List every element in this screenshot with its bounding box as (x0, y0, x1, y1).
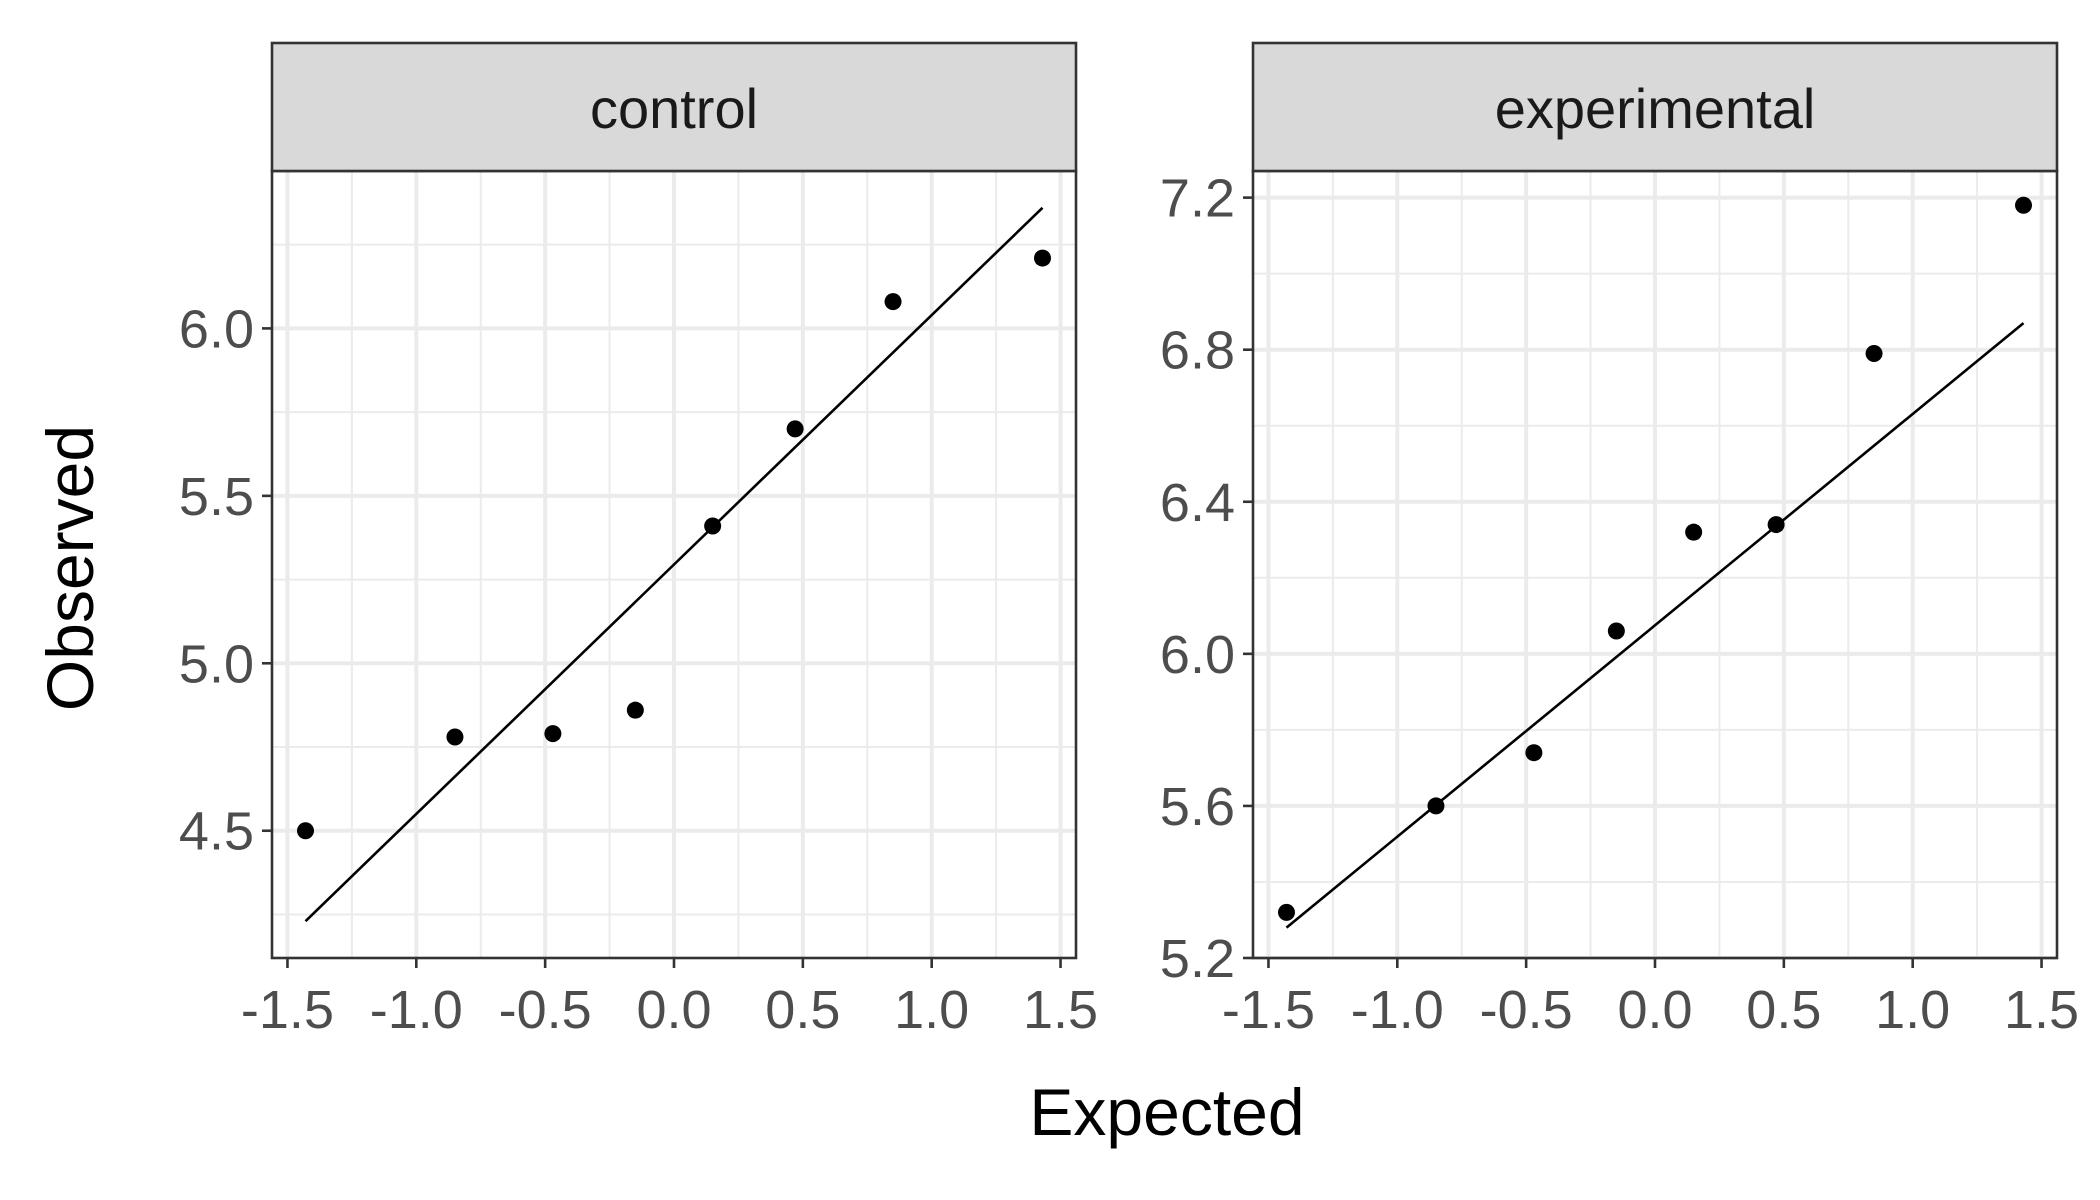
facet-strip (1251, 41, 2059, 173)
data-point (2015, 196, 2032, 214)
y-tick-label: 6.0 (179, 299, 254, 359)
x-tick-label: -0.5 (499, 980, 592, 1040)
y-tick-label: 6.4 (1160, 473, 1235, 533)
data-point (1865, 344, 1883, 362)
x-tick-label: -0.5 (1480, 980, 1573, 1040)
data-point (1607, 622, 1625, 640)
qq-reference-line (304, 206, 1044, 923)
y-tick-label: 7.2 (1160, 169, 1235, 229)
facet-strip (270, 41, 1078, 173)
data-point (1034, 249, 1051, 267)
data-point (1278, 903, 1295, 921)
x-tick-label: 0.0 (1617, 980, 1692, 1040)
x-tick-label: 1.5 (1023, 980, 1098, 1040)
facet-strip-label: control (590, 77, 758, 140)
data-point (626, 701, 644, 719)
x-tick-label: -1.5 (1222, 980, 1315, 1040)
control-facet-panel: control -1.5 -1.0 -0.5 0.0 0.5 1.0 1.5 4.5 5.0 5.5… (179, 41, 1098, 1040)
x-tick-label: 0.5 (1746, 980, 1821, 1040)
y-axis-title: Observed (33, 425, 107, 711)
y-tick-label: 4.5 (179, 802, 254, 862)
x-axis-title: Expected (1029, 1075, 1304, 1149)
x-tick-label: 1.0 (894, 980, 969, 1040)
data-point (544, 725, 562, 743)
x-tick-label: 0.5 (765, 980, 840, 1040)
y-tick-label: 6.0 (1160, 625, 1235, 685)
y-tick-label: 6.8 (1160, 321, 1235, 381)
data-point (884, 293, 902, 311)
x-tick-label: -1.5 (241, 980, 334, 1040)
data-point (1767, 516, 1785, 534)
y-tick-label: 5.6 (1160, 777, 1235, 837)
x-tick-label: 1.5 (2004, 980, 2079, 1040)
y-tick-label: 5.2 (1160, 929, 1235, 989)
y-tick-label: 5.5 (179, 467, 254, 527)
data-point (1427, 797, 1445, 815)
data-point (1525, 744, 1543, 762)
x-tick-label: -1.0 (370, 980, 463, 1040)
x-tick-label: 1.0 (1875, 980, 1950, 1040)
data-point (446, 728, 464, 746)
data-point (704, 517, 722, 535)
facet-strip-label: experimental (1495, 77, 1816, 140)
x-tick-label: 0.0 (636, 980, 711, 1040)
data-point (297, 822, 314, 840)
y-tick-label: 5.0 (179, 634, 254, 694)
qq-reference-line (1285, 322, 2025, 929)
x-tick-label: -1.0 (1351, 980, 1444, 1040)
data-point (1685, 523, 1703, 541)
experimental-facet-panel: experimental -1.5 -1.0 -0.5 0.0 0.5 1.0 1.5 5.2 5… (1160, 41, 2079, 1040)
data-point (786, 420, 804, 438)
